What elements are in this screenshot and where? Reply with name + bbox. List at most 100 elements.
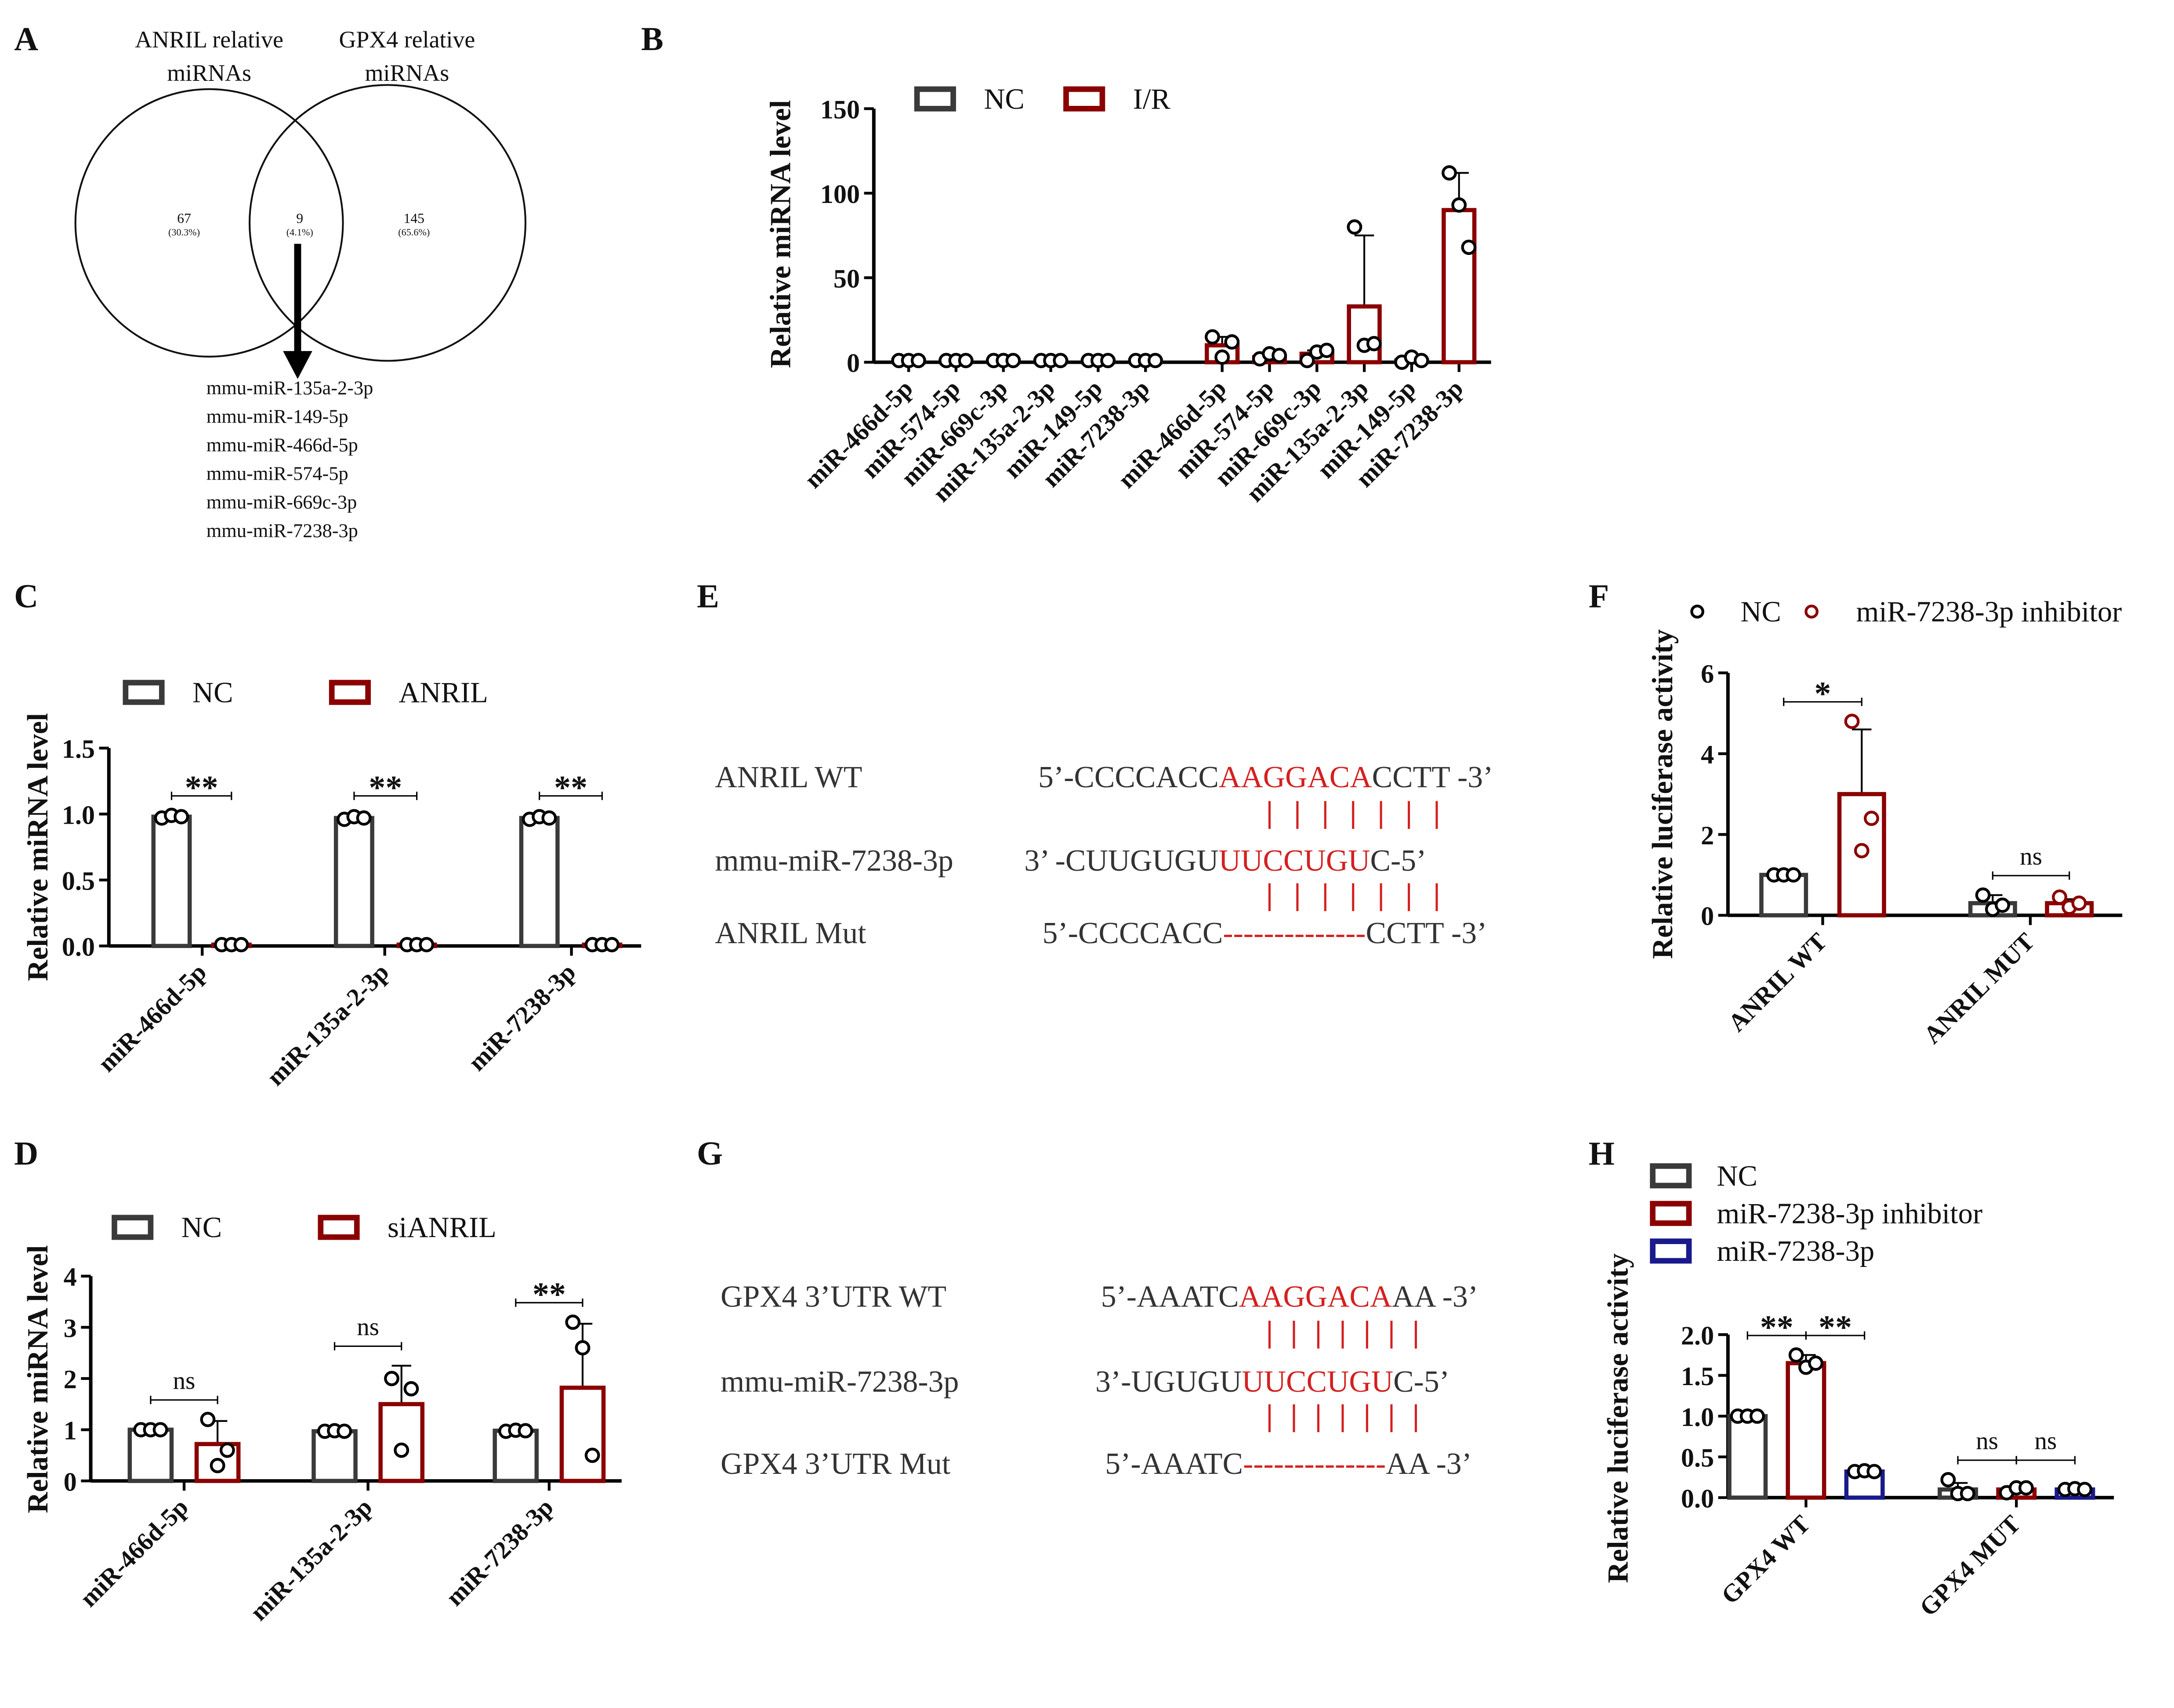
sequence-post: AA -3’ bbox=[1386, 1447, 1472, 1481]
y-tick-label: 2 bbox=[64, 1365, 77, 1394]
data-point bbox=[1366, 336, 1382, 351]
legend-label: miR-7238-3p bbox=[1717, 1235, 1874, 1267]
y-tick-label: 1.0 bbox=[62, 800, 95, 830]
panel-label-f: F bbox=[1589, 578, 1609, 615]
legend-marker bbox=[112, 1215, 154, 1240]
venn-mirna-item: mmu-miR-135a-2-3p bbox=[207, 376, 373, 398]
venn-left-circle bbox=[74, 88, 344, 358]
legend-label: siANRIL bbox=[388, 1212, 496, 1244]
data-point bbox=[2052, 889, 2068, 905]
sequence-post: CCTT -3’ bbox=[1366, 916, 1487, 950]
data-point bbox=[2077, 1482, 2093, 1498]
venn-mirna-item: mmu-miR-669c-3p bbox=[207, 491, 357, 513]
y-axis-title: Relative luciferase activity bbox=[1602, 1253, 1634, 1583]
data-point bbox=[1005, 353, 1021, 369]
chart-d: 0 1 2 3 4 Relative miRNA level miR-466d-5p miR-… bbox=[22, 1212, 622, 1626]
data-point bbox=[958, 353, 974, 369]
sequence-red: -------------- bbox=[1223, 916, 1366, 950]
sequence-text: 5’-AAATCAAGGACAAA -3’ bbox=[1101, 1280, 1478, 1314]
sequence-post: C-5’ bbox=[1370, 844, 1427, 878]
x-category-label: miR-466d-5p bbox=[75, 1493, 194, 1612]
x-category-label: ANRIL WT bbox=[1723, 928, 1832, 1037]
y-axis-title: Relative miRNA level bbox=[765, 100, 797, 368]
data-point bbox=[1299, 353, 1315, 369]
venn-left-title-2: miRNAs bbox=[167, 60, 251, 86]
data-point bbox=[1975, 887, 1991, 903]
data-point bbox=[174, 809, 189, 825]
x-category-label: miR-7238-3p bbox=[441, 1493, 559, 1611]
venn-mirna-item: mmu-miR-574-5p bbox=[207, 463, 348, 485]
y-tick-label: 0.0 bbox=[1681, 1484, 1714, 1513]
sequence-red: UUCCUGU bbox=[1242, 1365, 1393, 1399]
bar bbox=[151, 814, 192, 948]
y-tick-label: 4 bbox=[1701, 740, 1714, 770]
data-point bbox=[1788, 1347, 1804, 1363]
y-tick-label: 2.0 bbox=[1681, 1321, 1714, 1350]
sequence-pre: 5’-AAATC bbox=[1101, 1280, 1239, 1314]
significance-label: ns bbox=[357, 1313, 379, 1341]
data-point bbox=[1272, 347, 1287, 363]
sequence-red: -------------- bbox=[1243, 1447, 1386, 1481]
data-point bbox=[1224, 334, 1240, 350]
legend-marker bbox=[123, 680, 165, 705]
data-point bbox=[910, 353, 926, 369]
panel-label-c: C bbox=[14, 578, 38, 615]
panel-label-e: E bbox=[697, 578, 719, 615]
data-point bbox=[2018, 1480, 2034, 1496]
venn-right-circle bbox=[248, 84, 527, 362]
data-point bbox=[337, 1423, 352, 1439]
data-point bbox=[584, 1447, 600, 1463]
x-category-label: GPX4 MUT bbox=[1914, 1510, 2026, 1621]
venn-left-pct: (30.3%) bbox=[168, 227, 200, 238]
legend-marker bbox=[1650, 1238, 1692, 1264]
y-tick-label: 1.0 bbox=[1681, 1403, 1714, 1432]
significance-label: ** bbox=[369, 769, 402, 806]
bar bbox=[519, 816, 560, 948]
x-category-label: GPX4 WT bbox=[1716, 1510, 1816, 1610]
data-point bbox=[210, 1458, 225, 1473]
data-point bbox=[384, 1371, 399, 1386]
data-point bbox=[1844, 713, 1860, 729]
data-point bbox=[1204, 329, 1220, 345]
data-point bbox=[1347, 219, 1362, 235]
venn-right-pct: (65.6%) bbox=[398, 227, 430, 238]
data-point bbox=[219, 1442, 235, 1458]
significance-label: ** bbox=[533, 1276, 566, 1313]
legend-marker bbox=[914, 86, 956, 112]
legend-label: NC bbox=[181, 1212, 222, 1244]
sequence-red: AAGGACA bbox=[1239, 1280, 1392, 1314]
sequence-label: ANRIL Mut bbox=[715, 916, 866, 950]
y-tick-label: 1.5 bbox=[1681, 1362, 1714, 1391]
sequence-text: 5’-AAATC--------------AA -3’ bbox=[1105, 1447, 1472, 1481]
legend-label: NC bbox=[984, 83, 1025, 115]
bar bbox=[333, 816, 374, 948]
y-tick-label: 4 bbox=[64, 1263, 77, 1292]
legend-marker bbox=[1063, 86, 1105, 112]
y-tick-label: 3 bbox=[64, 1314, 77, 1343]
sequence-pre: 5’-CCCCACC bbox=[1043, 916, 1223, 950]
data-point bbox=[1100, 353, 1116, 369]
data-point bbox=[394, 1442, 409, 1458]
y-tick-label: 0 bbox=[847, 349, 860, 378]
x-category-label: ANRIL MUT bbox=[1918, 928, 2040, 1049]
data-point bbox=[575, 1340, 591, 1356]
data-point bbox=[2071, 895, 2087, 911]
significance-label: ** bbox=[1760, 1309, 1794, 1346]
y-tick-label: 2 bbox=[1701, 821, 1714, 850]
legend-label: miR-7238-3p inhibitor bbox=[1856, 596, 2122, 628]
y-tick-label: 0 bbox=[64, 1467, 77, 1497]
data-point bbox=[1808, 1355, 1824, 1371]
bar bbox=[559, 1386, 606, 1483]
data-point bbox=[233, 937, 249, 952]
bar bbox=[378, 1402, 425, 1483]
significance-label: * bbox=[1814, 675, 1831, 712]
data-point bbox=[1995, 897, 2010, 913]
legend-label: ANRIL bbox=[399, 677, 488, 709]
sequence-text: 5’-CCCCACC--------------CCTT -3’ bbox=[1043, 916, 1487, 950]
venn-overlap-count: 9 bbox=[296, 210, 303, 226]
sequence-pre: 3’ -CUUGUGU bbox=[1024, 844, 1218, 878]
sequence-label: mmu-miR-7238-3p bbox=[721, 1365, 959, 1399]
data-point bbox=[1940, 1472, 1956, 1487]
